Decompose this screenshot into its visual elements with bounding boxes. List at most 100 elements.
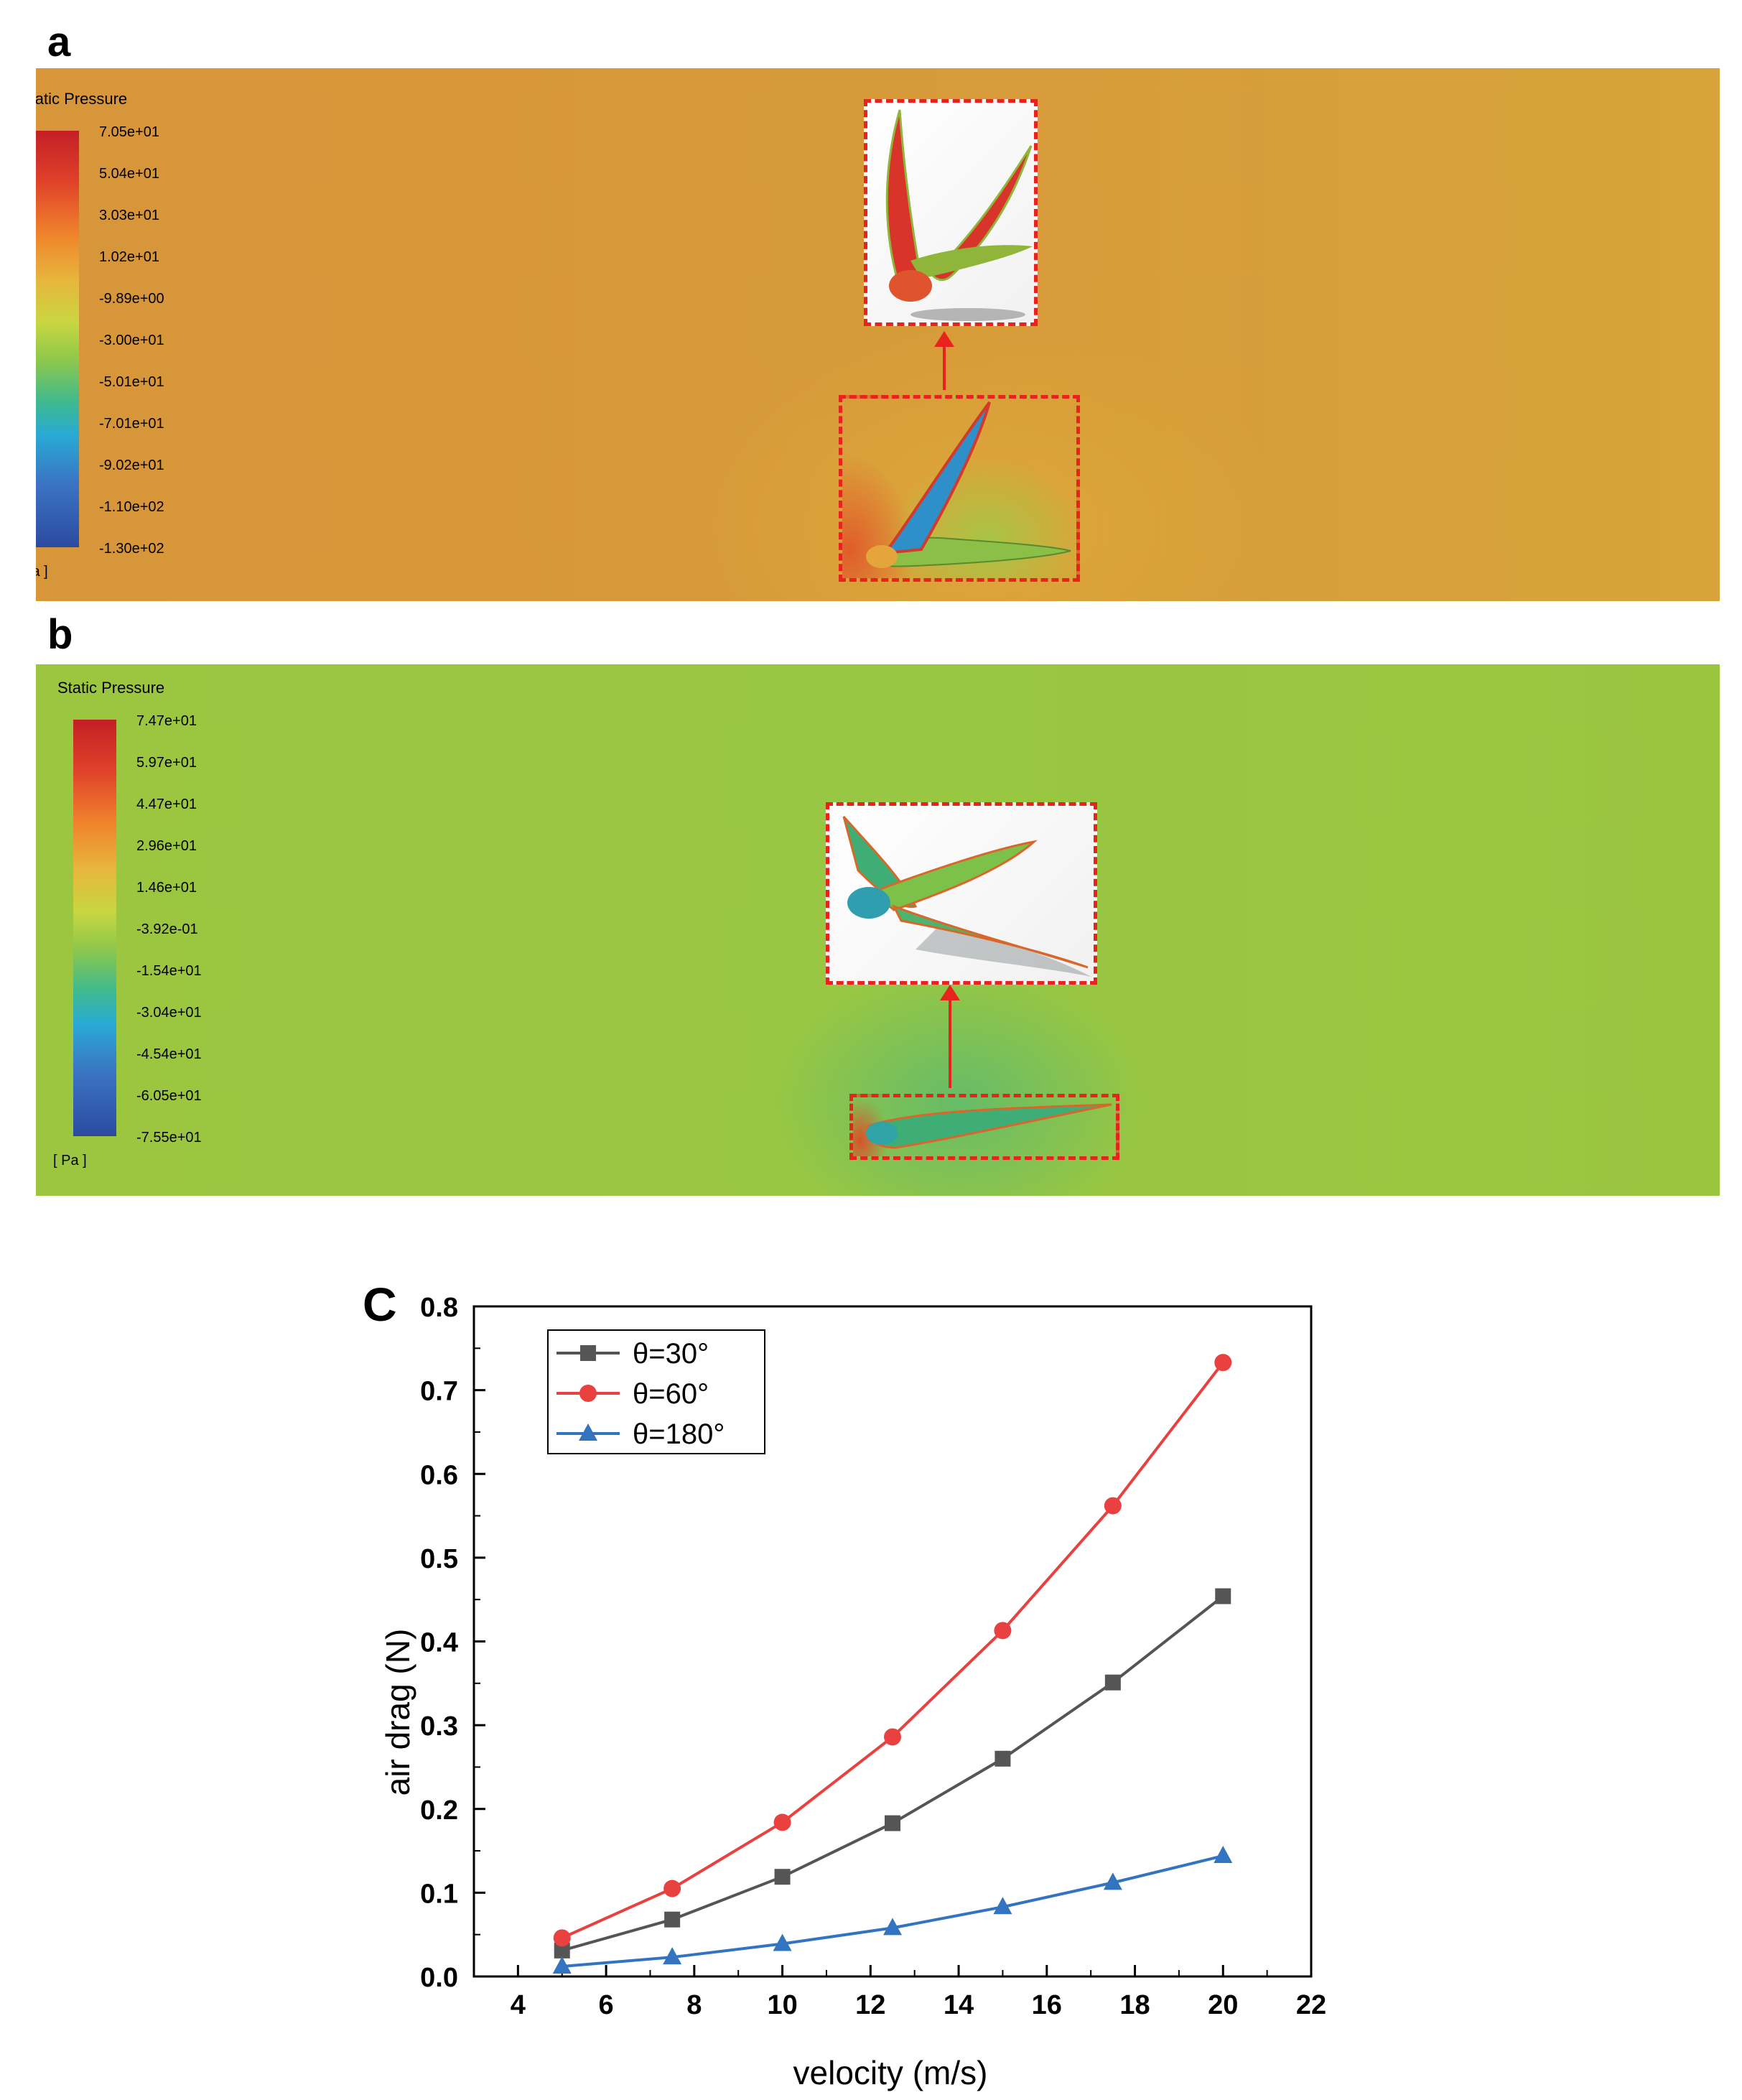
legend-label-1: θ=60° [633,1378,709,1410]
x-tick-label: 18 [1119,1990,1150,2020]
legend-marker-0 [580,1345,596,1361]
swallow-model-box-b [849,1094,1119,1160]
pressure-contour-panel-a: Static Pressure 7.05e+01 5.04e+01 3.03e+01… [36,68,1720,601]
legend-a-tick-0: 7.05e+01 [99,124,159,140]
data-point [664,1911,681,1928]
panel-a-letter: a [47,19,71,65]
series-0 [554,1588,1231,1959]
data-point [774,1869,791,1885]
swallow-3d-view-a-icon [885,109,1033,321]
legend-b-tick-4: 1.46e+01 [136,880,197,896]
x-tick-label: 10 [767,1990,797,2020]
arrow-head-a [934,331,954,347]
legend-b-tick-0: 7.47e+01 [136,713,197,729]
arrow-b [949,995,951,1088]
legend-title-a: Static Pressure [36,90,128,108]
x-tick-label: 12 [855,1990,885,2020]
series-line-0 [562,1594,1224,1952]
series-1 [553,1354,1232,1947]
legend-title-b: Static Pressure [57,679,165,697]
y-tick-label: 0.6 [420,1460,458,1490]
y-tick-label: 0.1 [420,1879,458,1909]
legend-a-tick-8: -9.02e+01 [99,457,164,473]
data-point [1104,1497,1122,1515]
legend-marker-1 [579,1385,597,1402]
data-point [883,1918,902,1936]
legend-a-tick-4: -9.89e+00 [99,291,164,307]
legend-a-tick-9: -1.10e+02 [99,499,164,515]
y-tick-label: 0.0 [420,1963,458,1993]
legend-label-2: θ=180° [633,1418,725,1450]
data-point [663,1880,681,1897]
y-tick-label: 0.8 [420,1293,458,1323]
legend-b-tick-1: 5.97e+01 [136,755,197,771]
data-point [552,1956,572,1974]
y-tick-label: 0.5 [420,1544,458,1574]
swallow-zoom-inset-a [864,99,1038,326]
legend-unit-a: [ Pa ] [36,564,48,580]
x-tick-label: 6 [599,1990,614,2020]
data-point [1214,1846,1233,1864]
y-tick-label: 0.3 [420,1711,458,1742]
swallow-model-box-a [839,395,1080,582]
data-point [1103,1872,1122,1890]
series-line-2 [562,1854,1224,1968]
x-tick-label: 16 [1032,1990,1062,2020]
legend-a-tick-6: -5.01e+01 [99,374,164,390]
legend-b-tick-7: -3.04e+01 [136,1005,202,1021]
series-layer [552,1354,1233,1974]
swallow-side-view-icon [866,401,1071,568]
legend-a-tick-2: 3.03e+01 [99,208,159,223]
x-tick-label: 8 [686,1990,702,2020]
data-point [554,1942,570,1959]
x-tick-label: 14 [944,1990,974,2020]
data-point [553,1929,571,1947]
arrow-head-b [940,985,960,1000]
y-axis-label: air drag (N) [379,1629,416,1796]
chart-legend: θ=30° θ=60° θ=180° [547,1329,765,1454]
swallow-glide-view-icon [866,1103,1112,1149]
data-point [663,1947,682,1965]
swallow-3d-view-b-icon [842,816,1091,977]
data-point [773,1813,791,1831]
legend-unit-b: [ Pa ] [53,1153,87,1169]
legend-b-tick-2: 4.47e+01 [136,796,197,812]
legend-a-tick-1: 5.04e+01 [99,166,159,182]
legend-a-tick-10: -1.30e+02 [99,541,164,557]
legend-marker-2 [579,1423,597,1441]
data-point [994,1622,1012,1640]
legend-a-tick-7: -7.01e+01 [99,416,164,432]
arrow-a [943,341,946,390]
legend-b-tick-3: 2.96e+01 [136,838,197,854]
legend-a-tick-3: 1.02e+01 [99,249,159,265]
series-2 [552,1846,1233,1974]
data-point [1214,1354,1232,1372]
legend-a-tick-5: -3.00e+01 [99,333,164,348]
data-point [995,1750,1011,1767]
legend-colorbar-b [73,720,116,1136]
legend-b-tick-8: -4.54e+01 [136,1046,202,1062]
x-tick-label: 22 [1296,1990,1326,2020]
data-point [1104,1674,1121,1691]
legend-colorbar-a [36,131,79,547]
x-axis-ticks: 4 6 8 10 12 14 16 18 20 22 [473,1965,1326,2020]
swallow-zoom-inset-b [826,802,1097,985]
legend-b-tick-6: -1.54e+01 [136,963,202,979]
x-axis-label: velocity (m/s) [793,2054,988,2091]
y-axis-ticks: 0.0 0.1 0.2 0.3 0.4 0.5 0.6 0.7 0.8 [420,1293,485,1993]
y-tick-label: 0.4 [420,1628,458,1658]
y-tick-label: 0.2 [420,1795,458,1826]
air-drag-chart: C 0.0 0.1 0.2 0.3 0.4 0.5 0.6 0.7 0.8 4 6 8 10 12 14 1… [363,1278,1326,2091]
panel-c-letter: C [363,1278,397,1331]
data-point [773,1933,792,1951]
legend-b-tick-9: -6.05e+01 [136,1088,202,1104]
legend-b-tick-10: -7.55e+01 [136,1130,202,1146]
data-point [993,1897,1012,1915]
x-tick-label: 20 [1208,1990,1238,2020]
y-tick-label: 0.7 [420,1377,458,1407]
legend-label-0: θ=30° [633,1338,709,1370]
data-point [885,1815,900,1831]
data-point [884,1728,901,1746]
panel-b-letter: b [47,611,73,658]
x-tick-label: 4 [511,1990,526,2020]
